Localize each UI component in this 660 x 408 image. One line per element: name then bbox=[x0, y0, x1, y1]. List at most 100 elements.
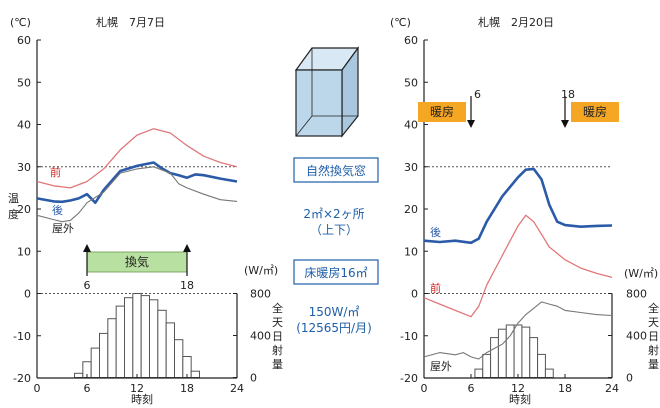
radiation-bar bbox=[115, 305, 125, 379]
radiation-bar bbox=[132, 293, 142, 378]
y-axis-label-char-2: 度 bbox=[8, 207, 19, 221]
x-axis-label: 時刻 bbox=[509, 392, 531, 406]
heating-badge-right-label: 暖房 bbox=[583, 104, 607, 119]
series-line-before bbox=[423, 214, 613, 318]
x-tick-label: 12 bbox=[511, 382, 525, 395]
radiation-bar bbox=[149, 299, 159, 378]
y-tick-label: 10 bbox=[404, 245, 418, 258]
temperature-unit-label: (℃) bbox=[10, 16, 31, 29]
ventilation-period-label: 換気 bbox=[125, 254, 149, 269]
window-spec-line1: 2㎡×2ヶ所 bbox=[303, 207, 364, 221]
y-tick-label: 0 bbox=[24, 288, 31, 301]
radiation-bar bbox=[490, 337, 499, 379]
series-label-before: 前 bbox=[50, 165, 61, 179]
radiation-tick-label: 0 bbox=[250, 372, 257, 385]
series-line-after bbox=[423, 167, 613, 245]
series-label-after: 後 bbox=[52, 203, 63, 217]
radiation-bar bbox=[505, 324, 515, 378]
radiation-bar bbox=[537, 353, 546, 378]
y-tick-label: -10 bbox=[13, 330, 31, 343]
radiation-tick-label: 800 bbox=[626, 288, 647, 301]
floor-heating-label: 床暖房16㎡ bbox=[304, 265, 367, 280]
radiation-bar bbox=[74, 372, 84, 378]
radiation-label-char-3: 日 bbox=[272, 330, 283, 343]
series-line-after bbox=[36, 161, 238, 204]
series-label-after: 後 bbox=[430, 225, 441, 239]
y-tick-label: 40 bbox=[17, 119, 31, 132]
radiation-tick-label: 800 bbox=[250, 288, 271, 301]
x-tick-label: 12 bbox=[130, 382, 144, 395]
radiation-bar bbox=[513, 324, 523, 378]
x-tick-label: 24 bbox=[230, 382, 244, 395]
ventilation-window-label: 自然換気窓 bbox=[306, 163, 366, 178]
radiation-label-char-3: 日 bbox=[648, 330, 659, 343]
x-tick-label: 6 bbox=[84, 382, 91, 395]
radiation-label-char-2: 天 bbox=[272, 316, 283, 329]
temperature-unit-label: (℃) bbox=[390, 16, 411, 29]
y-tick-label: -20 bbox=[13, 372, 31, 385]
y-tick-label: 60 bbox=[404, 34, 418, 47]
radiation-bar bbox=[107, 318, 117, 379]
radiation-label-char-2: 天 bbox=[648, 316, 659, 329]
y-tick-label: 30 bbox=[404, 161, 418, 174]
chart-title: 札幌 7月7日 bbox=[96, 15, 165, 29]
heating-badge-right bbox=[571, 102, 619, 122]
radiation-bar bbox=[174, 339, 184, 379]
heating-start-label: 6 bbox=[474, 88, 481, 101]
radiation-bar bbox=[90, 347, 100, 379]
radiation-tick-label: 0 bbox=[626, 372, 633, 385]
y-tick-label: -10 bbox=[400, 330, 418, 343]
radiation-unit-label: (W/㎡) bbox=[624, 267, 658, 280]
radiation-bar bbox=[99, 332, 109, 378]
y-tick-label: 60 bbox=[17, 34, 31, 47]
radiation-label-char-4: 射 bbox=[648, 343, 659, 357]
x-tick-label: 18 bbox=[180, 382, 194, 395]
y-tick-label: 20 bbox=[404, 203, 418, 216]
ventilation-start-label: 6 bbox=[84, 279, 91, 292]
ventilation-end-label: 18 bbox=[180, 279, 194, 292]
y-axis-label-char-1: 温 bbox=[8, 192, 19, 205]
radiation-label-char-5: 量 bbox=[272, 358, 283, 371]
radiation-unit-label: (W/㎡) bbox=[244, 264, 278, 277]
radiation-bar bbox=[165, 322, 176, 378]
radiation-bar bbox=[157, 309, 167, 378]
y-tick-label: -20 bbox=[400, 372, 418, 385]
y-tick-label: 20 bbox=[17, 203, 31, 216]
radiation-label-char-1: 全 bbox=[648, 301, 659, 315]
radiation-bar bbox=[124, 297, 134, 379]
radiation-bar bbox=[544, 368, 554, 379]
radiation-tick-label: 400 bbox=[250, 330, 271, 343]
radiation-label-char-5: 量 bbox=[648, 358, 659, 371]
series-line-outdoor bbox=[36, 166, 238, 223]
chart-february-20: (℃) 札幌 2月20日 (W/㎡) 全 天 日 射 量 時刻 -20 -10 0 1… bbox=[390, 15, 659, 406]
radiation-bar bbox=[497, 328, 507, 379]
radiation-bar bbox=[474, 368, 484, 379]
chart-july-7: (℃) 札幌 7月7日 温 度 (W/㎡) 全 天 日 射 量 時刻 -20 -1… bbox=[8, 15, 283, 406]
radiation-label-char-1: 全 bbox=[272, 301, 283, 315]
middle-panel: 自然換気窓 2㎡×2ヶ所 （上下） 床暖房16㎡ 150W/㎡ (12565円/… bbox=[293, 46, 379, 335]
heating-badge-left-label: 暖房 bbox=[430, 104, 454, 119]
series-label-outdoor: 屋外 bbox=[430, 360, 452, 373]
y-tick-label: 40 bbox=[404, 119, 418, 132]
radiation-bar bbox=[482, 353, 492, 378]
radiation-bar bbox=[140, 295, 151, 379]
x-tick-label: 18 bbox=[558, 382, 572, 395]
series-label-before: 前 bbox=[430, 281, 441, 295]
y-tick-label: 50 bbox=[17, 76, 31, 89]
radiation-tick-label: 400 bbox=[626, 330, 647, 343]
radiation-bar bbox=[529, 337, 539, 379]
heating-spec-line2: (12565円/月) bbox=[296, 321, 372, 335]
x-tick-label: 0 bbox=[34, 382, 41, 395]
y-tick-label: 0 bbox=[411, 288, 418, 301]
heating-end-label: 18 bbox=[561, 88, 575, 101]
x-tick-label: 24 bbox=[605, 382, 619, 395]
ventilation-window-box bbox=[293, 157, 379, 183]
y-tick-label: 10 bbox=[17, 245, 31, 258]
y-tick-label: 50 bbox=[404, 76, 418, 89]
heating-badge-left bbox=[418, 102, 466, 122]
series-line-outdoor bbox=[423, 301, 613, 360]
radiation-bar bbox=[521, 326, 531, 379]
heating-spec-line1: 150W/㎡ bbox=[309, 305, 360, 319]
radiation-label-char-4: 射 bbox=[272, 343, 283, 357]
